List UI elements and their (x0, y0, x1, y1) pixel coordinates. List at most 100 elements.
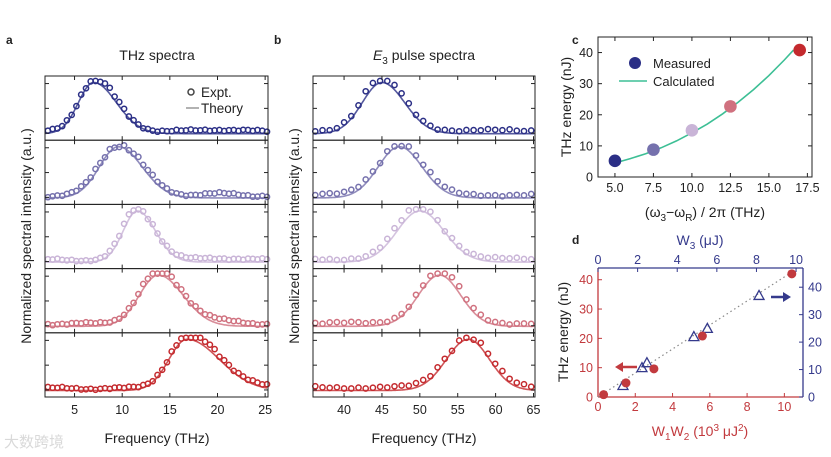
w3-triangle-point (687, 330, 700, 342)
xlabel-sub: R (685, 213, 692, 224)
x2-tick-label: 4 (674, 253, 681, 267)
expt-point (398, 142, 405, 150)
expt-point (369, 318, 377, 326)
expt-point (340, 385, 348, 392)
measured-point (793, 43, 806, 57)
expt-point (77, 182, 85, 190)
expt-point (139, 161, 147, 169)
expt-point (455, 337, 463, 344)
expt-point (125, 146, 133, 154)
panel-d-energy-vs-pulse-energy: W1W2 (103 μJ2) W3 (μJ) THz energy (nJ) 0… (555, 232, 822, 443)
legend-measured-marker (629, 57, 641, 69)
expt-point (448, 127, 456, 134)
expt-point (158, 181, 166, 189)
expt-point (513, 191, 521, 199)
x-tick-label: 60 (489, 403, 503, 417)
expt-point (470, 304, 477, 312)
xlabel-sup: 2 (738, 423, 744, 434)
expt-point (513, 379, 521, 387)
expt-point (144, 215, 152, 223)
xlabel-part: (10 (689, 423, 713, 439)
expt-point (163, 242, 171, 250)
legend-theory-label: Theory (201, 101, 243, 116)
expt-point (125, 304, 133, 312)
expt-point (412, 152, 420, 159)
expt-point (263, 320, 271, 328)
watermark: 大数跨境 (4, 433, 64, 451)
expt-point (419, 117, 427, 125)
expt-point (369, 248, 377, 256)
expt-point (455, 282, 463, 290)
expt-point (139, 208, 147, 215)
panel-label-c: c (572, 33, 579, 47)
expt-point (362, 176, 370, 183)
x-tick-label: 0 (595, 400, 602, 414)
title-sub-3: 3 (382, 56, 388, 67)
expt-point (82, 84, 90, 92)
expt-point (499, 254, 506, 262)
expt-point (319, 190, 326, 198)
expt-point (340, 188, 348, 196)
expt-point (463, 190, 470, 198)
expt-point (211, 345, 218, 353)
expt-point (391, 143, 398, 150)
expt-point (168, 248, 176, 255)
expt-point (412, 379, 420, 387)
expt-point (419, 161, 427, 169)
expt-point (405, 143, 413, 150)
expt-point (355, 183, 362, 191)
expt-point (463, 126, 470, 134)
expt-point (376, 319, 384, 326)
x-tick-label: 10 (115, 403, 129, 417)
expt-point (477, 311, 485, 319)
expt-point (120, 141, 128, 149)
xlabel-part: ) / 2π (THz) (692, 204, 765, 220)
expt-point (68, 111, 76, 119)
expt-point (149, 171, 157, 179)
y2-tick-label: 40 (808, 281, 822, 295)
expt-point (216, 353, 223, 361)
w1w2-circle-point (649, 364, 659, 374)
y2-tick-label: 0 (808, 391, 815, 405)
expt-point (139, 280, 147, 288)
expt-point (398, 217, 405, 224)
expt-point (106, 247, 114, 255)
expt-point (441, 227, 449, 235)
expt-point (383, 147, 391, 155)
expt-point (333, 318, 341, 326)
panel-c-ylabel: THz energy (nJ) (558, 57, 574, 157)
expt-point (239, 373, 247, 380)
expt-point (405, 207, 413, 214)
expt-point (427, 122, 434, 130)
expt-point (149, 220, 157, 228)
expt-point (163, 358, 171, 366)
expt-point (347, 255, 355, 262)
expt-point (87, 174, 95, 181)
xlabel-part: W (652, 423, 666, 439)
expt-point (484, 192, 492, 199)
expt-point (391, 314, 398, 322)
expt-point (196, 334, 204, 342)
xlabel-part: (ω (645, 204, 661, 220)
x-tick-label: 25 (258, 403, 272, 417)
expt-point (455, 127, 463, 135)
expt-point (369, 168, 377, 175)
x-tick-label: 7.5 (645, 181, 662, 195)
expt-point (427, 272, 434, 280)
expt-point (235, 369, 242, 377)
w3-triangle-point (640, 356, 654, 368)
panel-d-ylabel: THz energy (nJ) (555, 282, 571, 382)
expt-point (520, 192, 528, 199)
expt-point (506, 321, 513, 328)
expt-point (484, 125, 492, 133)
expt-point (383, 77, 391, 85)
expt-point (120, 311, 128, 319)
expt-point (135, 290, 142, 298)
expt-point (513, 320, 521, 327)
expt-point (125, 210, 133, 218)
expt-point (527, 127, 535, 134)
xlabel-sub: 1 (665, 432, 671, 443)
w3-triangle-point (752, 289, 766, 301)
expt-point (470, 250, 477, 258)
